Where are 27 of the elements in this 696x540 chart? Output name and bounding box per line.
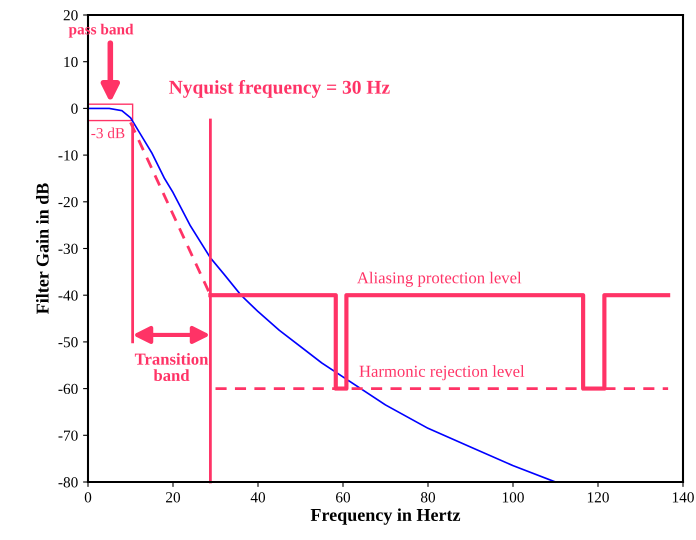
y-tick-label: -60 xyxy=(58,384,78,394)
y-tick-label: -70 xyxy=(58,430,78,441)
x-tick-label: 140 xyxy=(672,492,694,502)
y-axis-title: Filter Gain in dB xyxy=(36,183,49,314)
x-tick-label: 20 xyxy=(166,492,180,502)
y-tick-label: -10 xyxy=(58,150,78,161)
y-tick-label: -20 xyxy=(58,196,78,208)
annotation: -3 dB xyxy=(91,128,124,138)
x-tick-label: 80 xyxy=(420,492,436,502)
annotation: Transition band xyxy=(134,353,208,382)
line-series xyxy=(87,108,556,483)
y-tick-label: -30 xyxy=(58,244,78,254)
x-axis-title: Frequency in Hertz xyxy=(310,508,460,525)
x-tick-label: 60 xyxy=(336,492,350,502)
y-tick-label: 10 xyxy=(64,56,78,68)
y-tick-label: -80 xyxy=(58,477,78,488)
annotation: Nyquist frequency = 30 Hz xyxy=(169,80,390,98)
annotation: Aliasing protection level xyxy=(357,272,522,287)
y-tick-label: 0 xyxy=(71,104,78,114)
y-tick-label: -50 xyxy=(58,337,78,348)
x-tick-label: 0 xyxy=(84,492,92,502)
x-tick-label: 120 xyxy=(588,492,609,502)
annotation: Harmonic rejection level xyxy=(359,365,524,380)
y-tick-label: 20 xyxy=(64,10,78,20)
x-tick-label: 40 xyxy=(250,492,266,502)
x-tick-label: 100 xyxy=(502,492,524,502)
y-tick-label: -40 xyxy=(58,290,78,301)
